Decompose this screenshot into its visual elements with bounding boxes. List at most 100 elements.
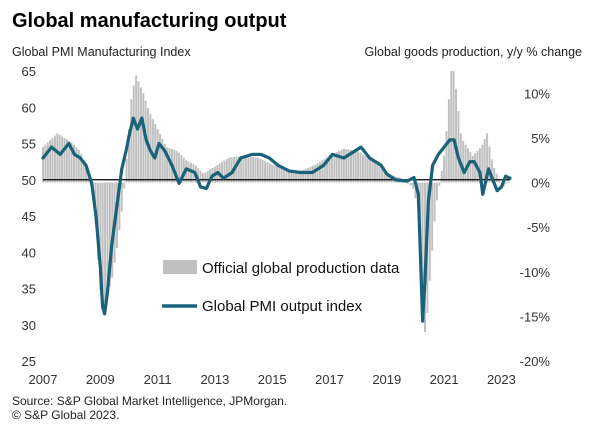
production-bar [70,142,73,183]
production-bar [187,161,190,183]
production-bar [381,169,384,183]
production-bar [283,168,286,183]
copyright-line: © S&P Global 2023. [12,408,119,422]
production-bar [421,182,424,299]
left-tick-label: 50 [22,173,36,188]
production-bar [123,182,126,189]
production-bar [280,167,283,183]
production-bar [307,167,309,183]
production-bar [209,169,212,183]
right-tick-label: 5% [531,131,550,146]
production-bar [304,168,307,183]
production-bar [104,182,107,303]
chart-title: Global manufacturing output [12,10,287,32]
right-axis-title: Global goods production, y/y % change [365,45,583,59]
production-bar [352,150,355,183]
production-bar [108,182,111,287]
production-bar [428,182,431,281]
production-bar [378,166,381,183]
production-bar [180,155,183,183]
production-bar [199,170,202,183]
left-axis-ticks: 25 30 35 40 45 50 55 60 65 [22,64,36,369]
production-bar [438,182,441,186]
production-bar [457,111,460,183]
production-bar [292,170,295,183]
pmi-output-line [41,116,512,323]
production-bar [120,182,123,212]
production-bar [443,155,446,183]
production-bar [278,166,281,183]
production-bar [495,173,498,183]
production-bar [101,182,104,309]
x-tick-label: 2009 [86,372,115,387]
production-bar [369,158,372,183]
production-bar [338,151,341,183]
production-bar [326,157,329,183]
production-bar [486,133,489,183]
production-bar [77,149,80,183]
production-bar [431,182,434,251]
production-bar [178,152,181,183]
x-tick-label: 2011 [144,372,172,387]
left-tick-label: 40 [22,245,36,260]
production-bar [44,144,47,183]
production-bar [65,139,68,183]
production-bar [328,155,331,183]
right-tick-label: -10% [520,265,551,280]
source-line: Source: S&P Global Market Intelligence, … [12,394,287,408]
production-bar [151,119,154,183]
production-bar [159,133,161,183]
production-bar [99,182,102,290]
production-bar [56,133,59,183]
production-bar [197,168,200,183]
x-tick-label: 2019 [372,372,401,387]
production-bar [299,170,302,183]
production-bar [388,174,391,183]
production-bar [490,159,493,183]
production-bar [80,153,83,183]
production-bar [247,156,250,183]
production-bar [268,163,271,183]
production-bar [51,137,54,183]
production-bar [474,153,477,183]
production-bar [347,149,350,183]
left-tick-label: 55 [22,137,36,152]
production-bar [63,137,66,183]
production-bar [366,157,369,183]
production-bar [488,146,491,183]
production-bar [483,139,486,183]
production-bar [249,156,252,183]
production-bar [166,147,169,183]
left-tick-label: 35 [22,282,36,297]
production-bars [42,71,510,332]
production-bar [414,182,417,199]
production-bar [75,147,78,183]
production-bar [316,163,319,183]
production-bar [364,155,367,183]
production-bar [371,160,374,183]
production-bar [58,134,61,183]
right-tick-label: -5% [527,220,551,235]
production-bar [285,169,288,183]
production-bar [125,158,128,183]
production-bar [204,172,207,183]
production-bar [201,173,204,183]
production-bar [273,165,276,183]
right-tick-label: 10% [524,86,550,101]
production-bar [318,161,321,183]
left-tick-label: 65 [22,64,36,79]
production-bar [469,152,472,183]
production-bar [259,158,262,183]
production-bar [373,162,376,183]
production-bar [309,166,312,183]
production-bar [314,164,317,183]
production-bar [163,143,166,183]
production-bar [507,179,510,183]
production-bar [435,182,438,201]
production-bar [333,153,336,183]
production-bar [235,156,238,183]
x-tick-label: 2023 [487,372,516,387]
left-axis-title: Global PMI Manufacturing Index [12,45,191,59]
production-bar [175,150,178,183]
